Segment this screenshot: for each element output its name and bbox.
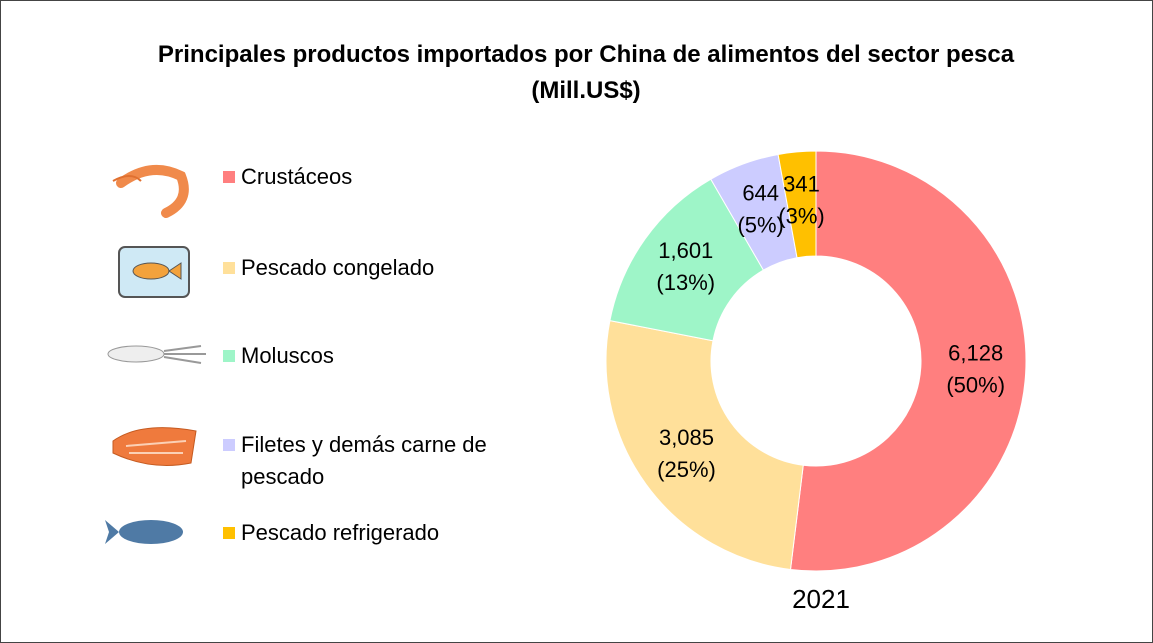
percentage-label: (3%) — [778, 203, 824, 228]
squid-icon — [108, 346, 206, 363]
shrimp-icon — [113, 170, 184, 213]
legend-label: Filetes y demás carne de pescado — [241, 429, 541, 493]
value-label: 3,085 — [659, 425, 714, 450]
percentage-label: (13%) — [656, 270, 715, 295]
legend-item: Filetes y demás carne de pescado — [223, 429, 541, 493]
percentage-label: (5%) — [737, 213, 783, 238]
legend-swatch — [223, 350, 235, 362]
value-label: 644 — [742, 181, 779, 206]
legend-label: Crustáceos — [241, 161, 541, 193]
icons — [105, 170, 206, 544]
percentage-label: (25%) — [657, 457, 716, 482]
legend-swatch — [223, 439, 235, 451]
value-label: 1,601 — [658, 238, 713, 263]
tuna-icon — [105, 520, 183, 544]
percentage-label: (50%) — [946, 373, 1005, 398]
legend-label: Moluscos — [241, 340, 541, 372]
legend-swatch — [223, 171, 235, 183]
legend-item: Crustáceos — [223, 161, 541, 193]
frozen-fish-icon — [119, 247, 189, 297]
legend-label: Pescado refrigerado — [241, 517, 541, 549]
legend-item: Moluscos — [223, 340, 541, 372]
donut: 6,128 (50%) 3,085 (25%) 1,601 (13%) 644 (5%)341… — [606, 151, 1026, 571]
legend-item: Pescado refrigerado — [223, 517, 541, 549]
chart-title: Principales productos importados por Chi… — [141, 37, 1031, 109]
chart: 6,128 (50%) 3,085 (25%) 1,601 (13%) 644 (5%)341… — [0, 0, 1153, 643]
legend-item: Pescado congelado — [223, 252, 541, 284]
legend-swatch — [223, 527, 235, 539]
value-label: 6,128 — [948, 341, 1003, 366]
legend-swatch — [223, 262, 235, 274]
legend-label: Pescado congelado — [241, 252, 541, 284]
caption: 2021 — [792, 584, 850, 614]
value-label: 341 — [783, 171, 820, 196]
fillet-icon — [113, 428, 196, 466]
